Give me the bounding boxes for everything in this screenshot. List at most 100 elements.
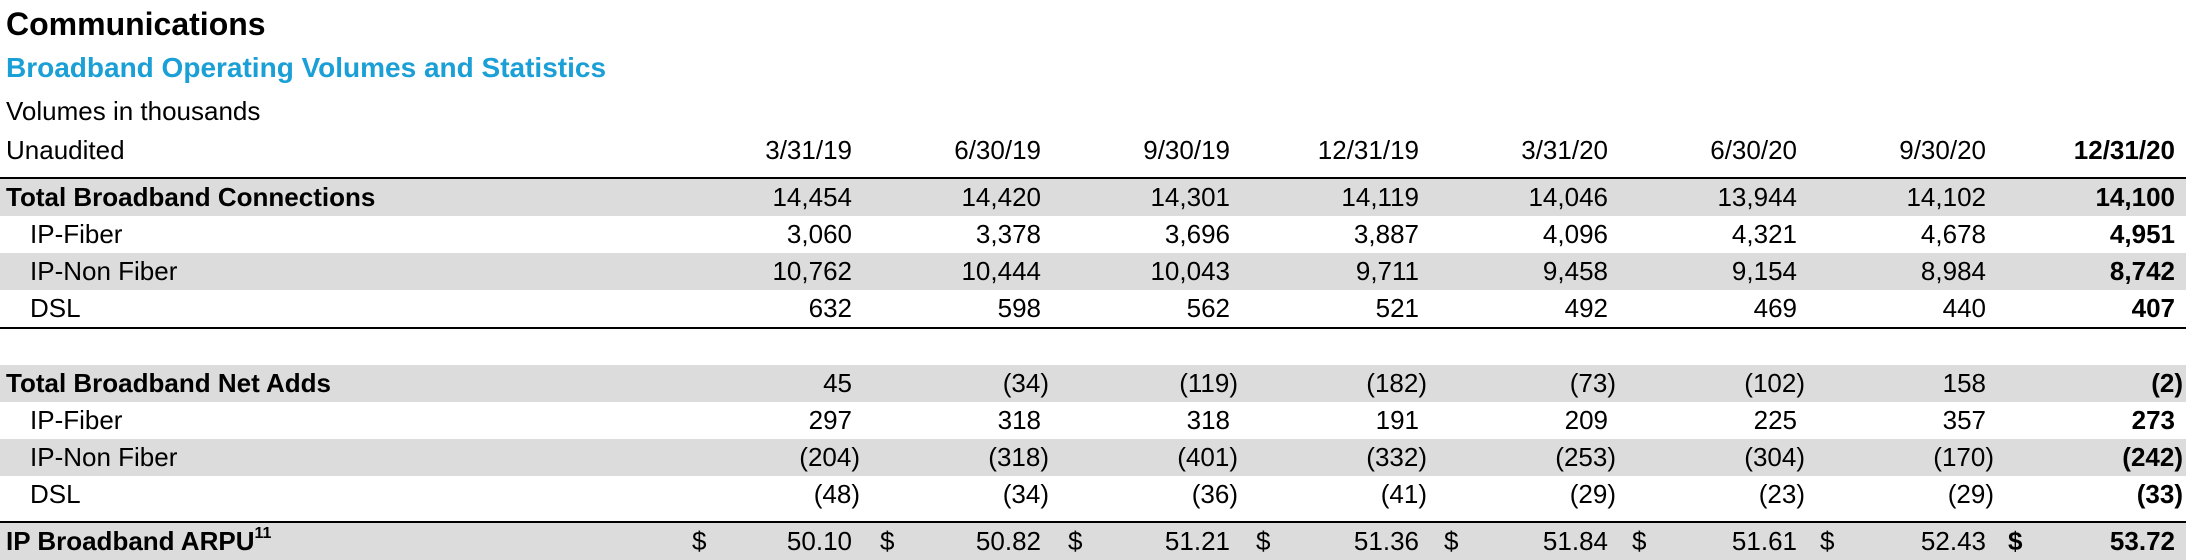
- value-cell: (401): [1177, 442, 1238, 472]
- value-cell: (29): [1569, 479, 1616, 509]
- value-cell: (41): [1380, 479, 1427, 509]
- value-cell: 3,887: [1353, 219, 1419, 249]
- currency-symbol: $: [1256, 526, 1271, 556]
- value-cell: 3,696: [1164, 219, 1230, 249]
- row-label: Total Broadband Connections: [6, 182, 376, 212]
- value-cell: 3,378: [975, 219, 1041, 249]
- value-cell: 9,711: [1355, 256, 1419, 286]
- value-cell: (36): [1191, 479, 1238, 509]
- value-cell: 632: [808, 293, 852, 323]
- table-row: DSL 632 598 562 521 492 469 440 407: [0, 290, 2186, 327]
- statistics-table: Unaudited 3/31/19 6/30/19 9/30/19 12/31/…: [0, 130, 2186, 560]
- row-label: IP-Fiber: [30, 219, 123, 249]
- value-cell: 9,154: [1731, 256, 1797, 286]
- value-cell: 14,420: [961, 182, 1041, 212]
- value-cell: (304): [1744, 442, 1805, 472]
- row-label: IP-Non Fiber: [30, 442, 178, 472]
- value-cell: (253): [1555, 442, 1616, 472]
- value-cell: (73): [1569, 368, 1616, 398]
- value-cell: 209: [1564, 405, 1608, 435]
- value-cell: 297: [808, 405, 852, 435]
- value-cell: (102): [1744, 368, 1805, 398]
- value-cell: 318: [1186, 405, 1230, 435]
- value-cell: 13,944: [1717, 182, 1797, 212]
- section-subtitle: Broadband Operating Volumes and Statisti…: [6, 52, 607, 83]
- currency-symbol: $: [2008, 526, 2023, 556]
- value-cell: 52.43: [1920, 526, 1986, 556]
- value-cell: 10,762: [772, 256, 852, 286]
- value-cell: 562: [1186, 293, 1230, 323]
- value-cell: 440: [1942, 293, 1986, 323]
- page-title: Communications: [6, 6, 266, 42]
- spacer-row: [0, 327, 2186, 365]
- table-row: Total Broadband Net Adds 45 (34) (119) (182…: [0, 365, 2186, 402]
- value-cell: (23): [1758, 479, 1805, 509]
- value-cell: 10,043: [1150, 256, 1230, 286]
- value-cell: 4,678: [1920, 219, 1986, 249]
- value-cell: (242): [2122, 442, 2183, 472]
- value-cell: 158: [1942, 368, 1986, 398]
- table-row: IP-Non Fiber (204) (318) (401) (332) (253) (3…: [0, 439, 2186, 476]
- value-cell: 51.21: [1164, 526, 1230, 556]
- value-cell: (182): [1366, 368, 1427, 398]
- row-label: Total Broadband Net Adds: [6, 368, 331, 398]
- currency-symbol: $: [1068, 526, 1083, 556]
- value-cell: (318): [988, 442, 1049, 472]
- value-cell: 273: [2131, 405, 2175, 435]
- value-cell: 4,951: [2109, 219, 2175, 249]
- currency-symbol: $: [1632, 526, 1647, 556]
- period-header: 9/30/20: [1899, 135, 1986, 165]
- value-cell: 14,102: [1906, 182, 1986, 212]
- value-cell: 14,046: [1528, 182, 1608, 212]
- row-label: IP-Non Fiber: [30, 256, 178, 286]
- currency-symbol: $: [880, 526, 895, 556]
- value-cell: (33): [2136, 479, 2183, 509]
- value-cell: 191: [1375, 405, 1419, 435]
- value-cell: 14,100: [2095, 182, 2175, 212]
- value-cell: 521: [1375, 293, 1419, 323]
- value-cell: 3,060: [786, 219, 852, 249]
- value-cell: 50.82: [975, 526, 1041, 556]
- value-cell: (119): [1179, 368, 1238, 398]
- arpu-row: IP Broadband ARPU11 $50.10 $50.82 $51.21 $5…: [0, 521, 2186, 560]
- currency-symbol: $: [1444, 526, 1459, 556]
- value-cell: (34): [1002, 368, 1049, 398]
- footnote-marker: 11: [254, 525, 272, 542]
- row-label: IP-Fiber: [30, 405, 123, 435]
- value-cell: 51.84: [1542, 526, 1608, 556]
- period-header: 3/31/19: [765, 135, 852, 165]
- value-cell: 598: [997, 293, 1041, 323]
- value-cell: (2): [2151, 368, 2183, 398]
- value-cell: 51.61: [1731, 526, 1797, 556]
- row-label: DSL: [30, 479, 81, 509]
- value-cell: 45: [823, 368, 852, 398]
- table-row: IP-Non Fiber 10,762 10,444 10,043 9,711 9,45…: [0, 253, 2186, 290]
- period-header: 9/30/19: [1143, 135, 1230, 165]
- period-header-current: 12/31/20: [2073, 135, 2175, 165]
- table-row: IP-Fiber 3,060 3,378 3,696 3,887 4,096 4,321 4…: [0, 216, 2186, 253]
- row-label: IP Broadband ARPU11: [6, 525, 272, 557]
- value-cell: 51.36: [1353, 526, 1419, 556]
- value-cell: 9,458: [1542, 256, 1608, 286]
- table-row: DSL (48) (34) (36) (41) (29) (23) (29) (33): [0, 476, 2186, 513]
- value-cell: 8,742: [2109, 256, 2175, 286]
- header-row: Unaudited 3/31/19 6/30/19 9/30/19 12/31/…: [0, 130, 2186, 177]
- value-cell: 53.72: [2109, 526, 2175, 556]
- value-cell: 14,454: [772, 182, 852, 212]
- value-cell: 14,119: [1341, 182, 1419, 212]
- value-cell: 8,984: [1920, 256, 1986, 286]
- value-cell: (29): [1947, 479, 1994, 509]
- value-cell: (204): [799, 442, 860, 472]
- unaudited-label: Unaudited: [6, 135, 125, 165]
- value-cell: 4,096: [1542, 219, 1608, 249]
- value-cell: 4,321: [1731, 219, 1797, 249]
- value-cell: (332): [1366, 442, 1427, 472]
- units-note: Volumes in thousands: [6, 96, 261, 126]
- table-row: IP-Fiber 297 318 318 191 209 225 357 273: [0, 402, 2186, 439]
- currency-symbol: $: [692, 526, 707, 556]
- value-cell: 318: [997, 405, 1041, 435]
- table-row: Total Broadband Connections 14,454 14,420…: [0, 177, 2186, 216]
- period-header: 12/31/19: [1317, 135, 1419, 165]
- value-cell: 357: [1942, 405, 1986, 435]
- value-cell: 14,301: [1150, 182, 1230, 212]
